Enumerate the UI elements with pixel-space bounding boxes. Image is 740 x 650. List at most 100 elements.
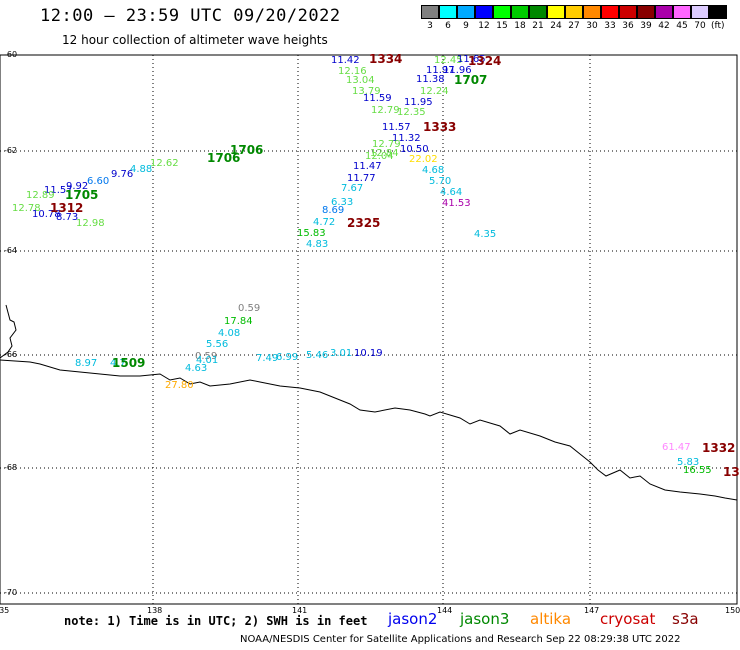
latitude-label: -60 <box>4 50 18 59</box>
wave-height-value: 27.80 <box>165 380 194 391</box>
wave-height-value: 41.53 <box>442 198 471 209</box>
satellite-name: s3a <box>672 610 699 628</box>
wave-height-value: 3.01 <box>330 348 353 359</box>
wave-height-value: 4.88 <box>130 164 153 175</box>
wave-height-value: 4.01 <box>196 355 219 366</box>
wave-height-value: 11.97 <box>426 65 455 76</box>
latitude-label: -62 <box>4 146 18 155</box>
lat-lon-grid <box>0 55 737 604</box>
longitude-label: 147 <box>584 606 600 615</box>
legend-swatch <box>493 5 511 19</box>
wave-height-value: 6.33 <box>331 197 354 208</box>
wave-height-value: 4.64 <box>440 187 463 198</box>
legend-label: 33 <box>604 21 616 31</box>
map-title: 12:00 – 23:59 UTC 09/20/2022 <box>40 6 341 26</box>
wave-height-value: 12.78 <box>12 203 41 214</box>
legend-swatch <box>619 5 637 19</box>
wave-height-value: 10.19 <box>354 348 383 359</box>
legend-unit: (ft) <box>711 21 725 31</box>
satellite-name: altika <box>530 610 572 628</box>
legend-label: 36 <box>622 21 634 31</box>
pass-time-label: 1705 <box>65 188 99 202</box>
pass-time-label: 13 <box>723 465 740 479</box>
pass-time-label: 2325 <box>347 216 381 230</box>
legend-label: 15 <box>496 21 508 31</box>
wave-height-value: 12.98 <box>76 218 105 229</box>
legend-swatch <box>601 5 619 19</box>
legend-swatch <box>547 5 565 19</box>
legend-label: 27 <box>568 21 580 31</box>
wave-height-value: 13.04 <box>346 75 375 86</box>
wave-height-value: 12.89 <box>26 190 55 201</box>
legend-swatch <box>475 5 493 19</box>
legend-swatch <box>565 5 583 19</box>
wave-height-value: 10.50 <box>400 144 429 155</box>
legend-swatch <box>709 5 727 19</box>
wave-height-value: 12.62 <box>150 158 179 169</box>
legend-label: 9 <box>463 21 469 31</box>
wave-height-value: 11.59 <box>363 93 392 104</box>
longitude-label: 144 <box>437 606 453 615</box>
wave-height-value: 4.35 <box>474 229 497 240</box>
legend-label: 42 <box>658 21 670 31</box>
wave-height-value: 22.02 <box>409 154 438 165</box>
legend-label: 30 <box>586 21 598 31</box>
legend-label: 39 <box>640 21 652 31</box>
wave-height-value: 11.38 <box>416 74 445 85</box>
wave-height-value: 5.70 <box>429 176 452 187</box>
wave-height-value: 0.59 <box>238 303 261 314</box>
wave-height-value: 16.55 <box>683 465 712 476</box>
credit-line: NOAA/NESDIS Center for Satellite Applica… <box>240 634 681 645</box>
wave-height-value: 5.83 <box>677 457 700 468</box>
longitude-label: 135 <box>0 606 10 615</box>
legend-swatch <box>691 5 709 19</box>
pass-time-label: 1334 <box>369 52 403 66</box>
wave-height-value: 4.08 <box>218 328 241 339</box>
legend-swatch <box>637 5 655 19</box>
wave-height-value: 8.69 <box>322 205 345 216</box>
wave-height-value: 4.83 <box>306 239 329 250</box>
legend-label: 21 <box>532 21 544 31</box>
latitude-label: -64 <box>4 246 18 255</box>
legend-swatch <box>655 5 673 19</box>
wave-height-value: 61.47 <box>662 442 691 453</box>
wave-height-value: 8.97 <box>75 358 98 369</box>
legend-swatch <box>421 5 439 19</box>
wave-height-value: 11.57 <box>382 122 411 133</box>
wave-height-value: 6.60 <box>87 176 110 187</box>
wave-height-value: 5.56 <box>206 339 229 350</box>
legend-label: 3 <box>427 21 433 31</box>
wave-height-value: 13.79 <box>352 86 381 97</box>
pass-time-label: 1509 <box>112 356 146 370</box>
pass-time-label: 1332 <box>702 441 736 455</box>
wave-height-value: 11.96 <box>443 65 472 76</box>
wave-height-value: 12.35 <box>397 107 426 118</box>
pass-time-label: 1312 <box>50 201 84 215</box>
wave-height-value: 4.68 <box>422 165 445 176</box>
longitude-label: 150 <box>725 606 740 615</box>
pass-time-label: 1333 <box>423 120 457 134</box>
wave-height-value: 4.72 <box>313 217 336 228</box>
wave-height-value: 12.04 <box>365 151 394 162</box>
wave-height-value: 12.79 <box>371 105 400 116</box>
pass-time-label: 1707 <box>454 73 488 87</box>
latitude-label: -68 <box>4 463 18 472</box>
pass-time-label: 1706 <box>230 143 264 157</box>
latitude-label: -70 <box>4 588 18 597</box>
satellite-name: jason2 <box>388 610 438 628</box>
wave-height-value: 11.95 <box>404 97 433 108</box>
wave-height-value: 12.16 <box>338 66 367 77</box>
legend-swatch <box>673 5 691 19</box>
pass-time-label: 1706 <box>207 151 241 165</box>
wave-height-value: 0.59 <box>195 351 218 362</box>
wave-height-value: 9.76 <box>111 169 134 180</box>
wave-height-value: 10.78 <box>32 209 61 220</box>
pass-time-label: 1324 <box>468 54 502 68</box>
legend-label: 12 <box>478 21 490 31</box>
wave-height-value: 9.92 <box>66 181 89 192</box>
satellite-name: jason3 <box>460 610 510 628</box>
wave-height-value: 11.32 <box>392 133 421 144</box>
satellite-name: cryosat <box>600 610 656 628</box>
legend-label: 24 <box>550 21 562 31</box>
